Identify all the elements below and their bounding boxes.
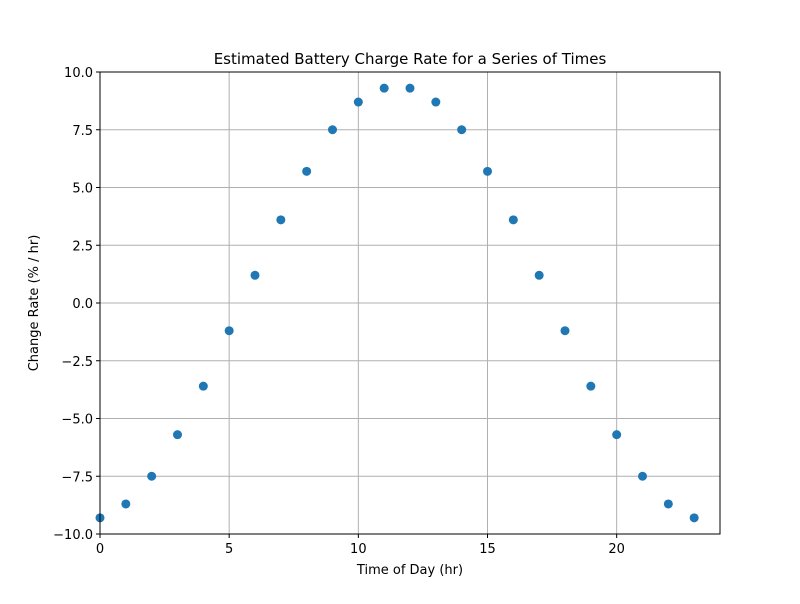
data-point <box>224 326 234 336</box>
plot-frame <box>99 71 721 535</box>
x-tick-label: 15 <box>479 542 496 557</box>
data-point <box>379 83 389 93</box>
data-point <box>689 513 699 523</box>
axis-ticks: 0 5 10 15 20 −10.0 −7.5 −5.0 −2.5 0.0 2.5 5.0 7.5 10.… <box>53 66 625 557</box>
data-point <box>483 166 492 176</box>
data-point <box>198 381 208 391</box>
data-point <box>508 215 518 225</box>
y-tick-label: −7.5 <box>61 470 93 485</box>
x-tick-label: 10 <box>350 542 367 557</box>
data-point <box>276 215 286 225</box>
y-tick-label: −10.0 <box>53 528 93 543</box>
grid-lines <box>99 71 720 535</box>
x-tick-label: 20 <box>608 542 625 557</box>
y-axis-label: Change Rate (% / hr) <box>27 235 42 372</box>
y-tick-label: −2.5 <box>61 355 93 370</box>
data-point <box>328 125 337 135</box>
data-point <box>121 499 131 509</box>
y-tick-label: 0.0 <box>72 297 93 312</box>
x-tick-label: 5 <box>225 542 233 557</box>
data-points <box>95 83 699 523</box>
data-point <box>302 166 312 176</box>
data-point <box>405 83 415 93</box>
data-point <box>638 471 647 481</box>
chart-title: Estimated Battery Charge Rate for a Seri… <box>214 50 607 68</box>
y-tick-label: 7.5 <box>72 124 93 139</box>
x-tick-label: 0 <box>96 542 104 557</box>
data-point <box>534 270 544 280</box>
y-tick-label: 10.0 <box>64 66 93 81</box>
data-point <box>457 125 467 135</box>
data-point <box>586 381 596 391</box>
y-tick-label: 2.5 <box>72 239 93 254</box>
data-point <box>560 326 570 336</box>
data-point <box>250 270 260 280</box>
data-point <box>612 430 622 440</box>
data-point <box>353 97 363 107</box>
data-point <box>173 430 182 440</box>
y-tick-label: 5.0 <box>72 182 93 197</box>
data-point <box>147 471 157 481</box>
data-point <box>663 499 673 509</box>
x-axis-label: Time of Day (hr) <box>356 563 463 578</box>
data-point <box>431 97 441 107</box>
y-tick-label: −5.0 <box>61 413 93 428</box>
